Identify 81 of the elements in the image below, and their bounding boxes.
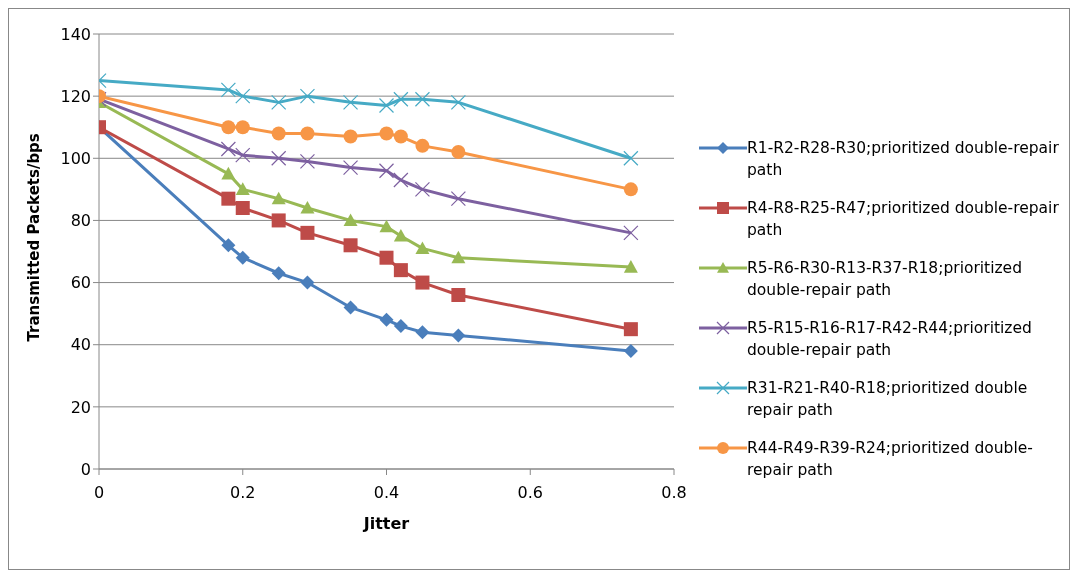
point (378, 163, 395, 179)
point (235, 201, 250, 215)
point (220, 141, 236, 157)
point (623, 150, 639, 166)
point (271, 94, 287, 110)
y-tick-label: 40 (70, 335, 91, 355)
point (415, 275, 430, 290)
point (271, 126, 286, 141)
point (450, 94, 466, 110)
point (300, 275, 315, 290)
point (379, 312, 394, 327)
y-axis-title: Transmitted Packets/bps (25, 133, 44, 342)
point (379, 219, 394, 233)
point (300, 126, 315, 141)
x-tick-label: 0.4 (373, 483, 400, 503)
legend-label: R4-R8-R25-R47;prioritized double-repair path (747, 198, 1060, 241)
point (393, 91, 409, 107)
legend-label: R5-R15-R16-R17-R42-R44;prioritized double-repair path (747, 318, 1033, 361)
point (235, 147, 251, 163)
point (414, 91, 431, 107)
point (450, 191, 466, 207)
point (342, 160, 359, 176)
x-tick-label: 0.6 (517, 483, 543, 503)
point (235, 120, 250, 135)
point (220, 82, 236, 98)
point (393, 263, 408, 278)
y-tick-label: 100 (60, 148, 91, 168)
y-tick-label: 20 (70, 397, 91, 417)
point (271, 266, 286, 281)
point (451, 250, 466, 264)
point (271, 191, 286, 205)
point (300, 225, 315, 240)
point (451, 288, 466, 302)
point (451, 145, 466, 160)
point (623, 260, 638, 273)
point (379, 126, 394, 141)
y-tick-label: 140 (60, 24, 91, 44)
point (415, 138, 430, 153)
point (342, 94, 359, 110)
point (415, 241, 430, 254)
point (300, 201, 315, 214)
y-tick-label: 60 (70, 273, 91, 293)
point (343, 213, 358, 227)
legend-label: R44-R49-R39-R24;prioritized double-repair path (747, 438, 1034, 481)
point (415, 325, 430, 340)
point (393, 319, 408, 334)
point (221, 166, 236, 180)
point (235, 88, 251, 104)
point (393, 228, 408, 242)
x-tick-label: 0.2 (230, 483, 256, 503)
point (623, 322, 638, 337)
point (221, 191, 236, 206)
x-tick-label: 0.8 (661, 483, 687, 503)
point (271, 213, 286, 228)
point (379, 250, 394, 265)
y-tick-label: 0 (80, 459, 91, 479)
point (378, 97, 395, 114)
y-tick-label: 80 (70, 211, 91, 231)
point (343, 238, 358, 253)
point (393, 172, 409, 188)
x-tick-label: 0 (93, 483, 105, 503)
point (221, 120, 236, 135)
point (623, 182, 638, 197)
legend-label: R1-R2-R28-R30;prioritized double-repair path (747, 138, 1060, 181)
legend-label: R31-R21-R40-R18;prioritized double repair path (747, 378, 1029, 421)
point (299, 88, 316, 104)
x-axis-title: Jitter (362, 514, 410, 533)
point (299, 153, 316, 169)
point (414, 181, 431, 197)
point (221, 238, 236, 253)
point (271, 150, 287, 166)
point (451, 328, 466, 343)
legend-label: R5-R6-R30-R13-R37-R18;prioritized double-repair path (747, 258, 1023, 301)
point (393, 129, 408, 144)
point (235, 182, 250, 195)
point (623, 225, 639, 241)
point (623, 343, 638, 358)
point (343, 300, 358, 315)
point (235, 250, 250, 265)
y-tick-label: 120 (60, 86, 91, 106)
point (343, 129, 358, 144)
